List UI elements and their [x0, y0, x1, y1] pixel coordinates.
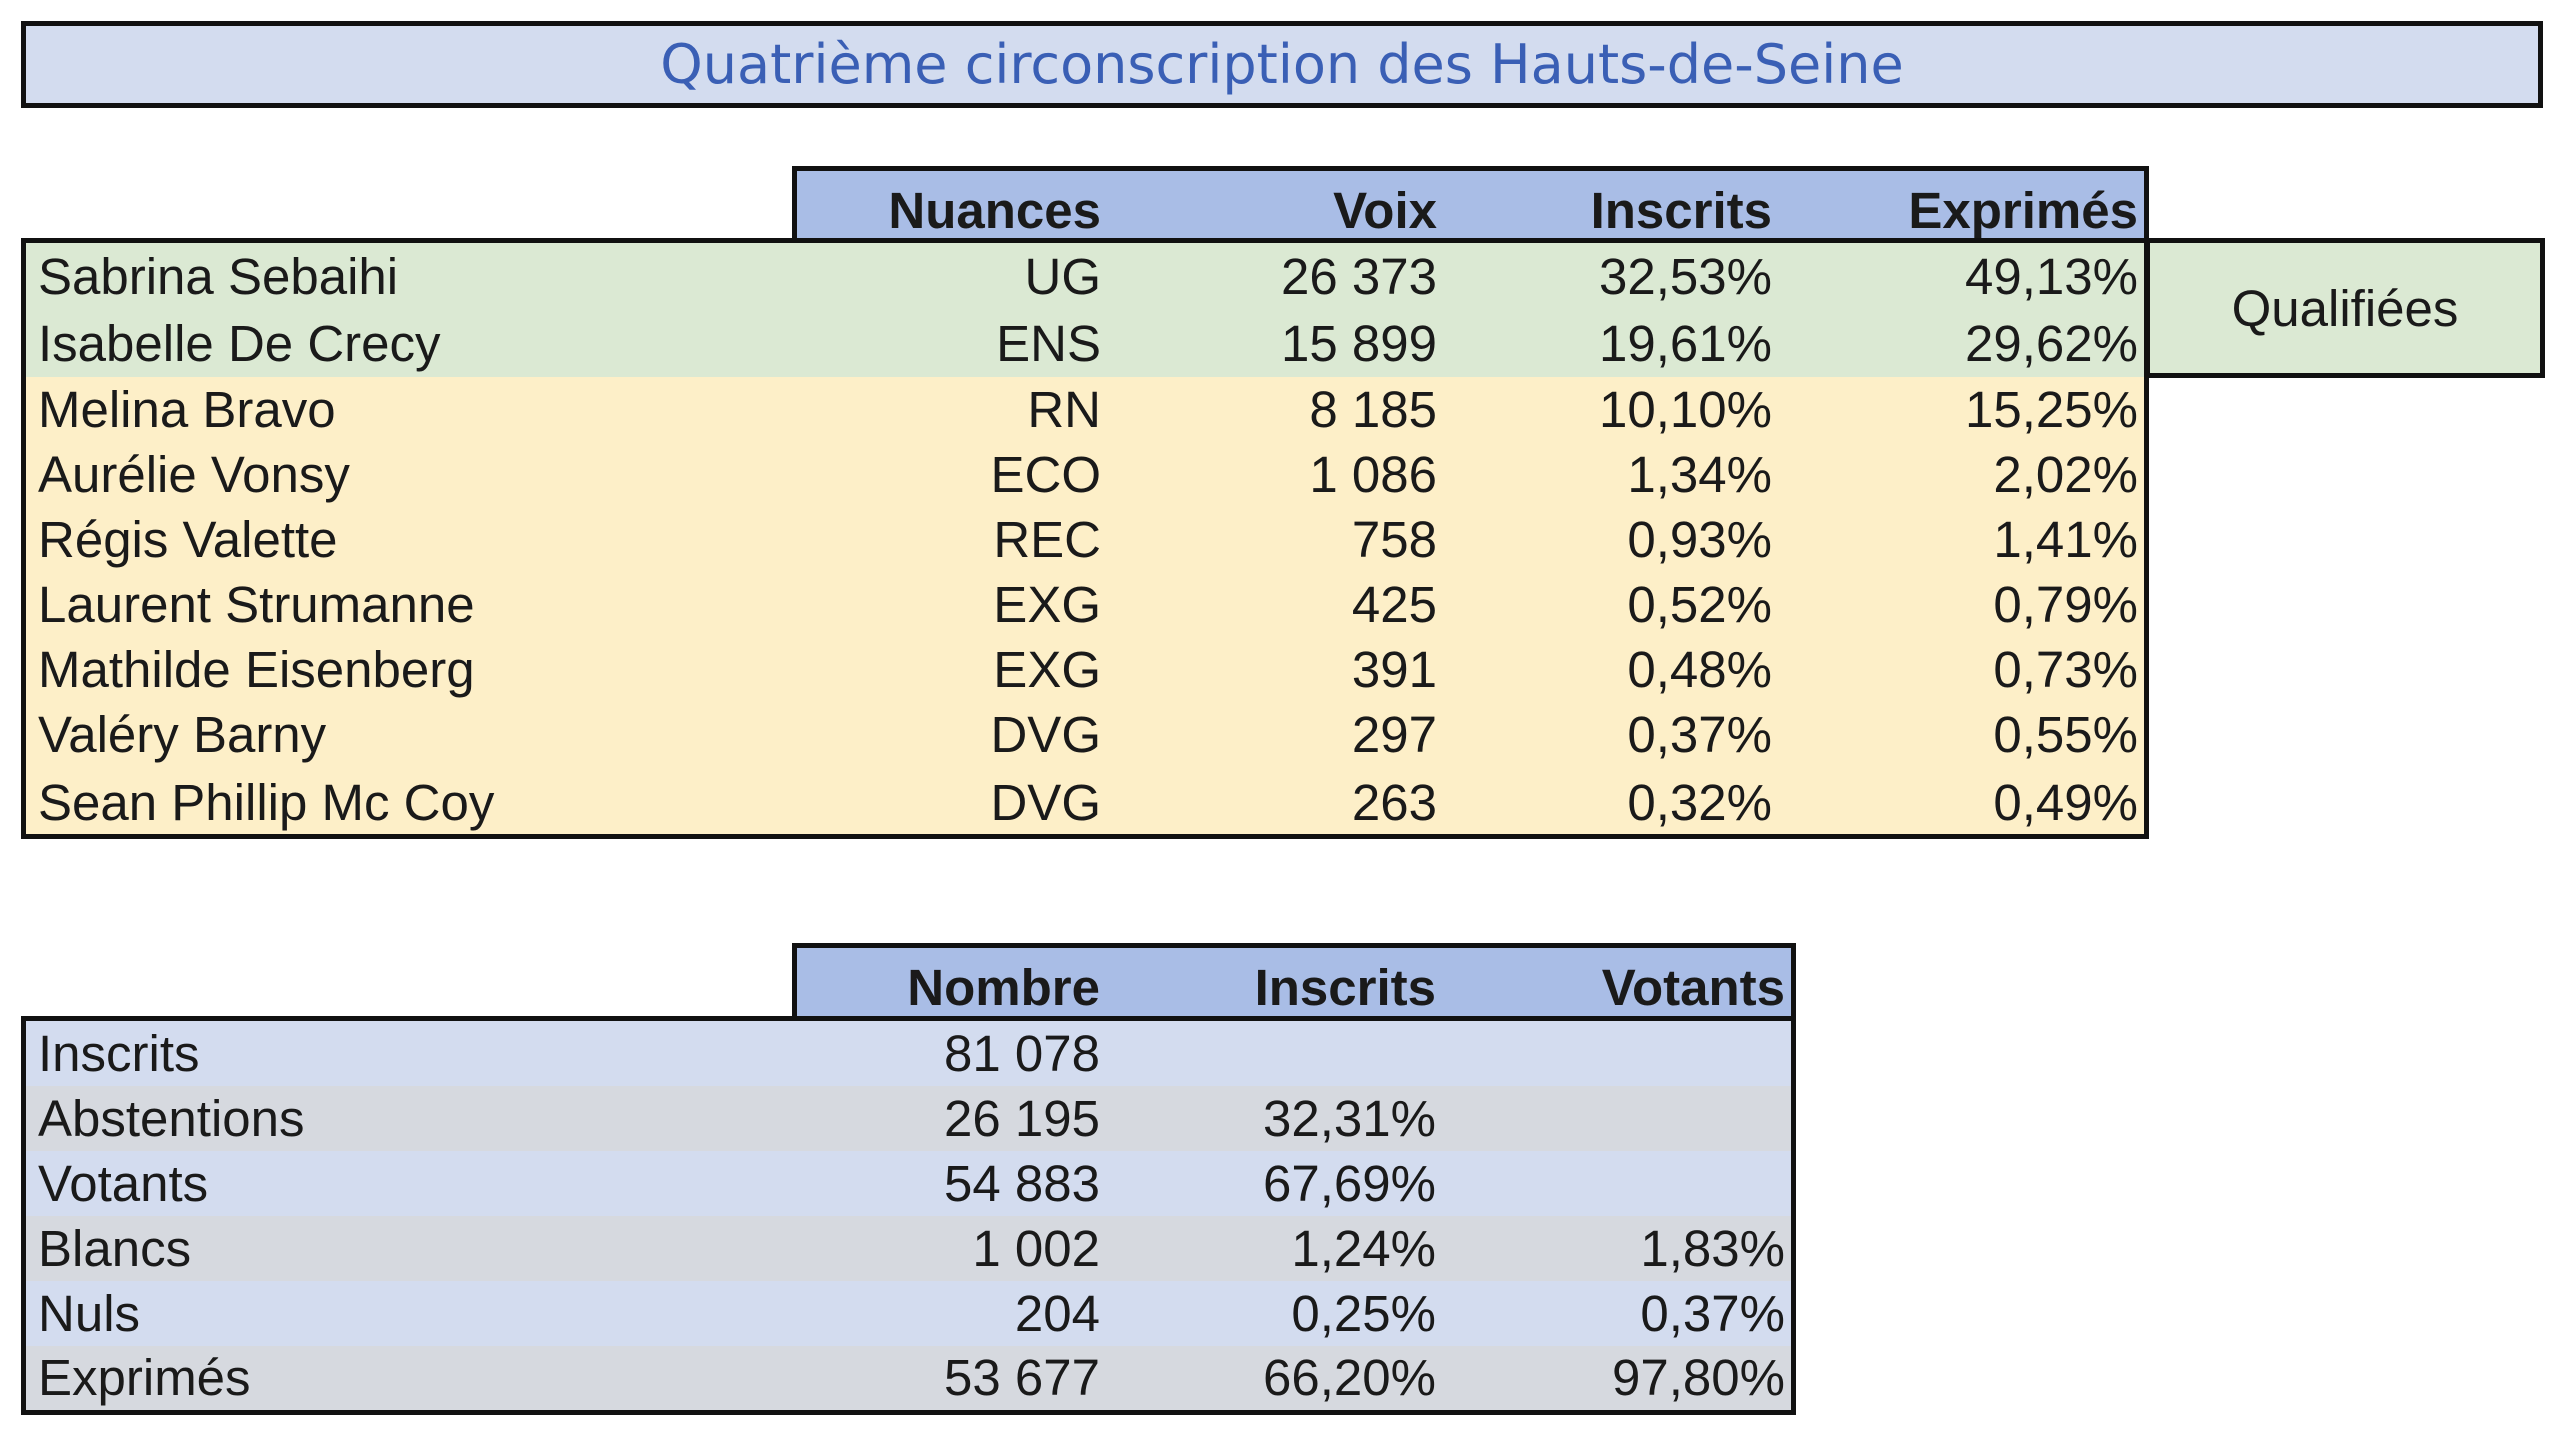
cell-votants: 0,37%: [1640, 1285, 1785, 1342]
cell-nombre: 54 883: [944, 1155, 1100, 1212]
cell-voix: 391: [1351, 641, 1437, 698]
cell-exprimes: 0,73%: [1993, 641, 2138, 698]
cell-exprimes: 49,13%: [1965, 248, 2138, 305]
cell-candidate-name: Aurélie Vonsy: [38, 446, 350, 503]
cell-exprimes: 0,55%: [1993, 706, 2138, 763]
cell-voix: 263: [1351, 774, 1437, 831]
results-header-exprimes: Exprimés: [1908, 182, 2138, 239]
cell-exprimes: 1,41%: [1993, 511, 2138, 568]
table-row: Votants 54 883 67,69%: [26, 1151, 1791, 1216]
stats-header-nombre: Nombre: [907, 959, 1100, 1016]
table-row: Mathilde Eisenberg EXG 391 0,48% 0,73%: [26, 637, 2144, 702]
cell-inscrits: 0,32%: [1627, 774, 1772, 831]
cell-exprimes: 29,62%: [1965, 315, 2138, 372]
cell-candidate-name: Isabelle De Crecy: [38, 315, 441, 372]
cell-candidate-name: Régis Valette: [38, 511, 338, 568]
cell-nuance: EXG: [993, 576, 1101, 633]
table-row: Exprimés 53 677 66,20% 97,80%: [26, 1346, 1791, 1410]
table-row: Abstentions 26 195 32,31%: [26, 1086, 1791, 1151]
cell-nombre: 26 195: [944, 1090, 1100, 1147]
cell-exprimes: 0,79%: [1993, 576, 2138, 633]
cell-inscrits: 66,20%: [1263, 1349, 1436, 1406]
cell-nombre: 204: [1014, 1285, 1100, 1342]
page-title: Quatrième circonscription des Hauts-de-S…: [660, 33, 1904, 96]
table-row: Laurent Strumanne EXG 425 0,52% 0,79%: [26, 572, 2144, 637]
cell-nombre: 53 677: [944, 1349, 1100, 1406]
table-row: Sean Phillip Mc Coy DVG 263 0,32% 0,49%: [26, 767, 2144, 834]
cell-votants: 97,80%: [1612, 1349, 1785, 1406]
cell-exprimes: 2,02%: [1993, 446, 2138, 503]
results-header-nuances: Nuances: [888, 182, 1101, 239]
table-row: Blancs 1 002 1,24% 1,83%: [26, 1216, 1791, 1281]
title-banner: Quatrième circonscription des Hauts-de-S…: [21, 21, 2543, 108]
results-header: Nuances Voix Inscrits Exprimés: [792, 166, 2149, 241]
cell-votants: 1,83%: [1640, 1220, 1785, 1277]
stats-header: Nombre Inscrits Votants: [792, 943, 1796, 1018]
cell-inscrits: 10,10%: [1599, 381, 1772, 438]
cell-nombre: 81 078: [944, 1025, 1100, 1082]
cell-voix: 1 086: [1309, 446, 1437, 503]
cell-inscrits: 1,24%: [1291, 1220, 1436, 1277]
results-header-inscrits: Inscrits: [1590, 182, 1772, 239]
cell-voix: 8 185: [1309, 381, 1437, 438]
cell-stat-label: Nuls: [38, 1285, 141, 1342]
cell-nuance: EXG: [993, 641, 1101, 698]
cell-inscrits: 19,61%: [1599, 315, 1772, 372]
stats-table: Inscrits 81 078 Abstentions 26 195 32,31% Vot…: [21, 1016, 1796, 1415]
cell-stat-label: Exprimés: [38, 1349, 251, 1406]
table-row: Isabelle De Crecy ENS 15 899 19,61% 29,62%: [26, 310, 2144, 377]
cell-voix: 425: [1351, 576, 1437, 633]
cell-nuance: DVG: [990, 706, 1101, 763]
cell-stat-label: Votants: [38, 1155, 209, 1212]
cell-candidate-name: Sean Phillip Mc Coy: [38, 774, 495, 831]
cell-inscrits: 1,34%: [1627, 446, 1772, 503]
cell-stat-label: Blancs: [38, 1220, 192, 1277]
cell-candidate-name: Melina Bravo: [38, 381, 336, 438]
cell-exprimes: 0,49%: [1993, 774, 2138, 831]
cell-candidate-name: Laurent Strumanne: [38, 576, 475, 633]
results-table: Sabrina Sebaihi UG 26 373 32,53% 49,13% Isabe…: [21, 238, 2149, 839]
cell-inscrits: 0,52%: [1627, 576, 1772, 633]
cell-nuance: ENS: [996, 315, 1101, 372]
cell-inscrits: 0,25%: [1291, 1285, 1436, 1342]
table-row: Nuls 204 0,25% 0,37%: [26, 1281, 1791, 1346]
cell-nuance: UG: [1024, 248, 1102, 305]
cell-inscrits: 32,53%: [1599, 248, 1772, 305]
qualified-label: Qualifiées: [2231, 279, 2459, 337]
table-row: Aurélie Vonsy ECO 1 086 1,34% 2,02%: [26, 442, 2144, 507]
cell-inscrits: 32,31%: [1263, 1090, 1436, 1147]
cell-nuance: REC: [993, 511, 1101, 568]
table-row: Melina Bravo RN 8 185 10,10% 15,25%: [26, 377, 2144, 442]
cell-voix: 297: [1351, 706, 1437, 763]
cell-stat-label: Inscrits: [38, 1025, 200, 1082]
table-row: Régis Valette REC 758 0,93% 1,41%: [26, 507, 2144, 572]
stats-header-votants: Votants: [1601, 959, 1785, 1016]
cell-voix: 26 373: [1281, 248, 1437, 305]
cell-nuance: DVG: [990, 774, 1101, 831]
cell-inscrits: 67,69%: [1263, 1155, 1436, 1212]
cell-candidate-name: Valéry Barny: [38, 706, 327, 763]
cell-candidate-name: Sabrina Sebaihi: [38, 248, 399, 305]
cell-inscrits: 0,37%: [1627, 706, 1772, 763]
table-row: Inscrits 81 078: [26, 1021, 1791, 1086]
table-row: Sabrina Sebaihi UG 26 373 32,53% 49,13%: [26, 243, 2144, 310]
cell-inscrits: 0,93%: [1627, 511, 1772, 568]
cell-exprimes: 15,25%: [1965, 381, 2138, 438]
table-row: Valéry Barny DVG 297 0,37% 0,55%: [26, 702, 2144, 767]
qualified-label-box: Qualifiées: [2145, 238, 2545, 378]
cell-stat-label: Abstentions: [38, 1090, 305, 1147]
stats-header-inscrits: Inscrits: [1254, 959, 1436, 1016]
cell-nuance: RN: [1027, 381, 1101, 438]
cell-inscrits: 0,48%: [1627, 641, 1772, 698]
cell-voix: 758: [1351, 511, 1437, 568]
cell-nuance: ECO: [990, 446, 1101, 503]
cell-candidate-name: Mathilde Eisenberg: [38, 641, 475, 698]
cell-voix: 15 899: [1281, 315, 1437, 372]
results-header-voix: Voix: [1333, 182, 1437, 239]
cell-nombre: 1 002: [972, 1220, 1100, 1277]
